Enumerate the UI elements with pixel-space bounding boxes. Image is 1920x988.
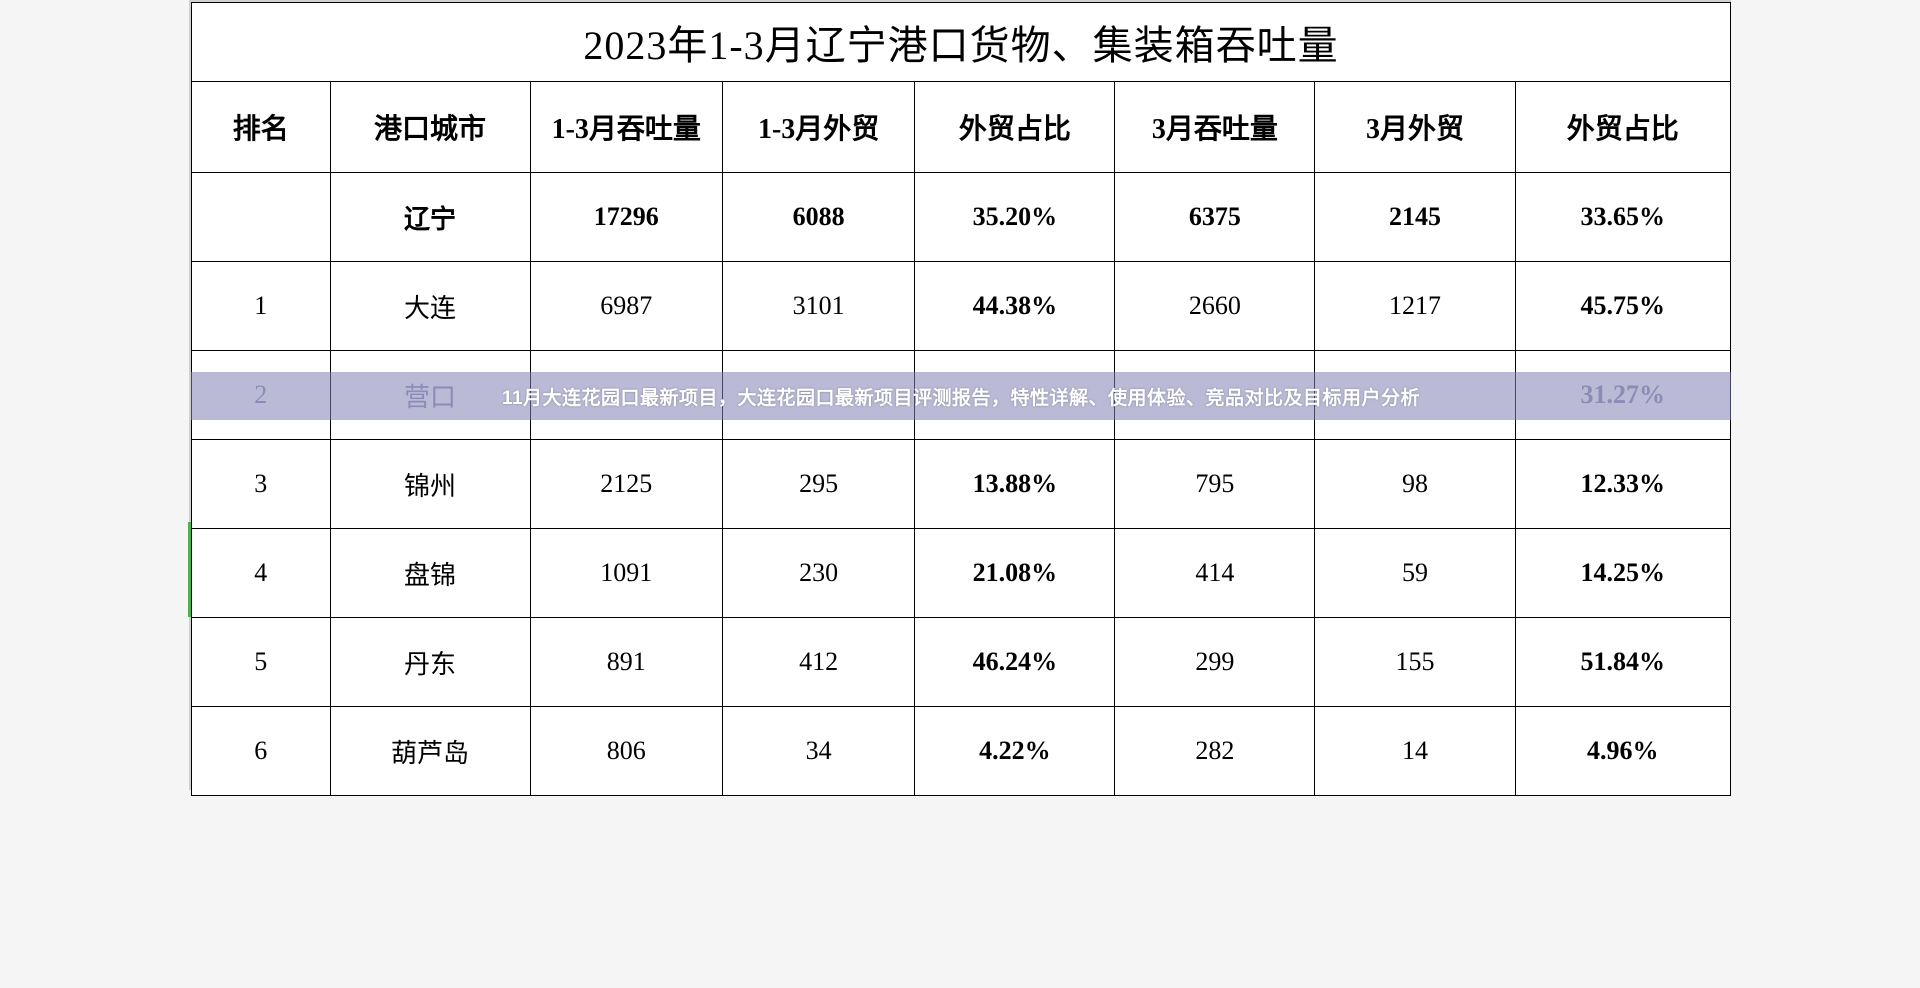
col-pct1: 外贸占比 (915, 82, 1115, 173)
cell-m3_pct: 51.84% (1515, 618, 1731, 707)
table-row: 5丹东89141246.24%29915551.84% (192, 618, 1731, 707)
cell-m3_foreign: 155 (1315, 618, 1515, 707)
cell-q13_foreign: 295 (722, 440, 914, 529)
cell-m3_pct: 14.25% (1515, 529, 1731, 618)
table-row: 2营口 31.27% (192, 351, 1731, 440)
cell-q13_foreign (722, 351, 914, 440)
cell-m3_pct: 31.27% (1515, 351, 1731, 440)
cell-m3ft: 2145 (1315, 173, 1515, 262)
cell-m3_throughput: 299 (1115, 618, 1315, 707)
cell-m3_throughput: 2660 (1115, 262, 1315, 351)
table-row: 6葫芦岛806344.22%282144.96% (192, 707, 1731, 796)
cell-city: 营口 (330, 351, 530, 440)
cell-m3_throughput: 414 (1115, 529, 1315, 618)
cell-q13_foreign: 412 (722, 618, 914, 707)
cell-city: 丹东 (330, 618, 530, 707)
cell-city: 锦州 (330, 440, 530, 529)
col-pct2: 外贸占比 (1515, 82, 1731, 173)
cell-q13t: 17296 (530, 173, 722, 262)
table-row: 1大连6987310144.38%2660121745.75% (192, 262, 1731, 351)
cell-pct2: 33.65% (1515, 173, 1731, 262)
col-rank: 排名 (192, 82, 331, 173)
cell-city: 辽宁 (330, 173, 530, 262)
cell-q13_pct: 44.38% (915, 262, 1115, 351)
col-m3ft: 3月外贸 (1315, 82, 1515, 173)
cell-m3_foreign: 1217 (1315, 262, 1515, 351)
spreadsheet-table-region: 2023年1-3月辽宁港口货物、集装箱吞吐量 排名 港口城市 1-3月吞吐量 1… (189, 0, 1731, 790)
summary-row: 辽宁 17296 6088 35.20% 6375 2145 33.65% (192, 173, 1731, 262)
cell-q13_throughput (530, 351, 722, 440)
cell-rank: 3 (192, 440, 331, 529)
cell-q13_throughput: 2125 (530, 440, 722, 529)
cell-city: 葫芦岛 (330, 707, 530, 796)
cell-q13_throughput: 806 (530, 707, 722, 796)
cell-m3_foreign: 98 (1315, 440, 1515, 529)
cell-m3_throughput: 795 (1115, 440, 1315, 529)
cell-q13_foreign: 34 (722, 707, 914, 796)
table-row: 3锦州212529513.88%7959812.33% (192, 440, 1731, 529)
cell-m3_pct: 4.96% (1515, 707, 1731, 796)
cell-rank: 6 (192, 707, 331, 796)
cell-q13_foreign: 230 (722, 529, 914, 618)
port-throughput-table: 2023年1-3月辽宁港口货物、集装箱吞吐量 排名 港口城市 1-3月吞吐量 1… (191, 2, 1731, 796)
cell-q13_pct: 21.08% (915, 529, 1115, 618)
col-city: 港口城市 (330, 82, 530, 173)
col-m3t: 3月吞吐量 (1115, 82, 1315, 173)
cell-q13_pct: 4.22% (915, 707, 1115, 796)
cell-m3_throughput: 282 (1115, 707, 1315, 796)
cell-rank: 4 (192, 529, 331, 618)
cell-m3_throughput (1115, 351, 1315, 440)
table-row: 4盘锦109123021.08%4145914.25% (192, 529, 1731, 618)
cell-rank: 2 (192, 351, 331, 440)
row-highlight-edge (188, 522, 191, 617)
cell-m3t: 6375 (1115, 173, 1315, 262)
cell-q13ft: 6088 (722, 173, 914, 262)
cell-m3_pct: 45.75% (1515, 262, 1731, 351)
cell-q13_pct: 13.88% (915, 440, 1115, 529)
cell-city: 盘锦 (330, 529, 530, 618)
cell-rank (192, 173, 331, 262)
cell-q13_throughput: 6987 (530, 262, 722, 351)
cell-m3_foreign (1315, 351, 1515, 440)
cell-m3_foreign: 59 (1315, 529, 1515, 618)
cell-m3_foreign: 14 (1315, 707, 1515, 796)
cell-m3_pct: 12.33% (1515, 440, 1731, 529)
table-title: 2023年1-3月辽宁港口货物、集装箱吞吐量 (192, 3, 1731, 82)
cell-q13_pct (915, 351, 1115, 440)
cell-city: 大连 (330, 262, 530, 351)
col-q13ft: 1-3月外贸 (722, 82, 914, 173)
cell-q13_foreign: 3101 (722, 262, 914, 351)
table-header-row: 排名 港口城市 1-3月吞吐量 1-3月外贸 外贸占比 3月吞吐量 3月外贸 外… (192, 82, 1731, 173)
cell-q13_pct: 46.24% (915, 618, 1115, 707)
cell-rank: 1 (192, 262, 331, 351)
cell-q13_throughput: 1091 (530, 529, 722, 618)
cell-q13_throughput: 891 (530, 618, 722, 707)
col-q13t: 1-3月吞吐量 (530, 82, 722, 173)
cell-rank: 5 (192, 618, 331, 707)
cell-pct1: 35.20% (915, 173, 1115, 262)
